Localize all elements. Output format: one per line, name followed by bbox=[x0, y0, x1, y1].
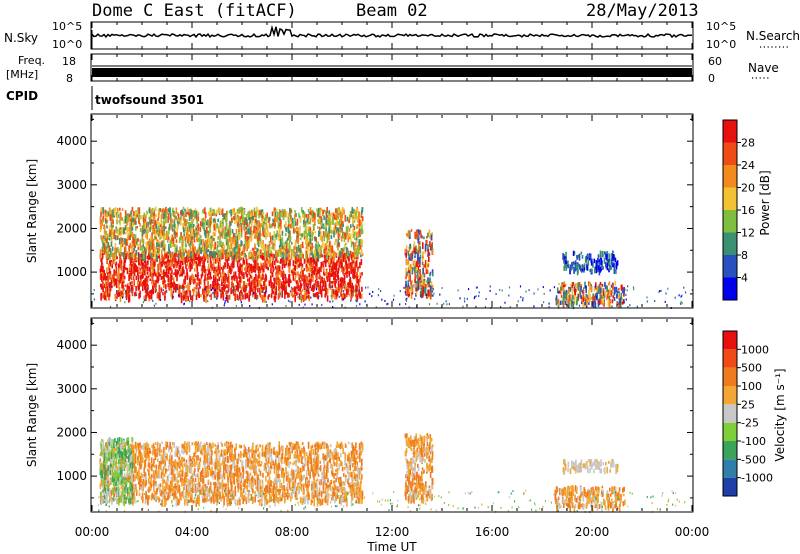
velocity-scatter bbox=[97, 433, 686, 513]
data-region bbox=[404, 433, 434, 504]
colorbar-tick-label: 20 bbox=[741, 182, 755, 195]
y-tick-label: 2000 bbox=[56, 221, 87, 235]
colorbar-segment bbox=[723, 142, 737, 165]
power-y-axis: 1000 2000 3000 4000 bbox=[56, 118, 693, 295]
x-tick-label: 00:00 bbox=[675, 525, 710, 539]
colorbar-segment bbox=[723, 386, 737, 405]
power-scatter bbox=[93, 206, 693, 310]
colorbar-tick-label: 1000 bbox=[741, 343, 769, 356]
colorbar-tick-label: -500 bbox=[741, 453, 766, 466]
colorbar-segment bbox=[723, 232, 737, 255]
colorbar-segment bbox=[723, 422, 737, 441]
freq-unit-label: [MHz] bbox=[6, 68, 38, 81]
date-title: 28/May/2013 bbox=[586, 1, 699, 21]
power-y-label: Slant Range [km] bbox=[25, 159, 39, 263]
data-region bbox=[554, 485, 626, 513]
station-title: Dome C East (fitACF) bbox=[92, 1, 297, 21]
data-region bbox=[562, 458, 619, 475]
data-region bbox=[562, 250, 619, 276]
colorbar-tick-label: -25 bbox=[741, 417, 759, 430]
colorbar-segment bbox=[723, 120, 737, 143]
nsky-tick-hi-left: 10^5 bbox=[52, 20, 82, 33]
data-region bbox=[99, 436, 134, 507]
colorbar-tick-label: -1000 bbox=[741, 472, 773, 485]
time-x-axis: 00:00 04:00 08:00 12:00 16:00 20:00 00:00 bbox=[75, 22, 710, 539]
x-tick-label: 04:00 bbox=[175, 525, 210, 539]
cpid-label: CPID bbox=[6, 89, 38, 103]
freq-trace-band bbox=[92, 68, 692, 77]
power-colorbar: 4 8 12 16 20 24 28 bbox=[722, 119, 755, 301]
y-tick-label: 2000 bbox=[56, 425, 87, 439]
nsky-line bbox=[91, 24, 693, 39]
velocity-panel-frame bbox=[90, 317, 694, 513]
x-tick-label: 08:00 bbox=[275, 525, 310, 539]
nave-label: Nave bbox=[748, 61, 779, 75]
colorbar-segment bbox=[723, 477, 737, 496]
x-tick-label: 16:00 bbox=[475, 525, 510, 539]
power-colorbar-label: Power [dB] bbox=[758, 170, 772, 235]
nsky-tick-lo-right: 10^0 bbox=[706, 38, 736, 51]
nsky-label: N.Sky bbox=[4, 31, 38, 45]
colorbar-tick-label: 4 bbox=[741, 272, 748, 285]
y-tick-label: 1000 bbox=[56, 469, 87, 483]
cpid-text: twofsound 3501 bbox=[95, 93, 204, 107]
x-axis-label: Time UT bbox=[366, 540, 417, 554]
nsearch-label: N.Search bbox=[746, 29, 800, 43]
beam-title: Beam 02 bbox=[356, 1, 428, 21]
data-region bbox=[404, 229, 434, 300]
colorbar-tick-label: 28 bbox=[741, 137, 755, 150]
colorbar-tick-label: 24 bbox=[741, 159, 755, 172]
colorbar-segment bbox=[723, 367, 737, 386]
x-tick-label: 12:00 bbox=[375, 525, 410, 539]
y-tick-label: 4000 bbox=[56, 134, 87, 148]
data-region bbox=[555, 280, 625, 310]
nsky-tick-hi-right: 10^5 bbox=[706, 20, 736, 33]
colorbar-tick-label: 100 bbox=[741, 380, 762, 393]
colorbar-tick-label: 12 bbox=[741, 227, 755, 240]
colorbar-segment bbox=[723, 331, 737, 350]
colorbar-segment bbox=[723, 255, 737, 278]
data-region bbox=[99, 441, 364, 508]
freq-tick-lo: 8 bbox=[66, 72, 73, 85]
y-tick-label: 3000 bbox=[56, 178, 87, 192]
sparse-echoes bbox=[97, 489, 686, 513]
colorbar-segment bbox=[723, 349, 737, 368]
velocity-colorbar: 1000 500 100 25 -25 -100 -500 -1000 bbox=[722, 330, 773, 497]
velocity-y-label: Slant Range [km] bbox=[25, 363, 39, 467]
freq-tick-hi: 18 bbox=[62, 55, 76, 68]
colorbar-tick-label: -100 bbox=[741, 435, 766, 448]
y-tick-label: 1000 bbox=[56, 265, 87, 279]
colorbar-segment bbox=[723, 165, 737, 188]
colorbar-tick-label: 500 bbox=[741, 362, 762, 375]
colorbar-segment bbox=[723, 404, 737, 423]
colorbar-tick-label: 16 bbox=[741, 204, 755, 217]
colorbar-segment bbox=[723, 277, 737, 300]
velocity-y-axis: 1000 2000 3000 4000 bbox=[56, 322, 693, 499]
colorbar-tick-label: 25 bbox=[741, 398, 755, 411]
nave-tick-lo: 0 bbox=[708, 72, 715, 85]
data-region bbox=[99, 206, 364, 262]
nsky-tick-lo-left: 10^0 bbox=[52, 38, 82, 51]
x-tick-label: 20:00 bbox=[575, 525, 610, 539]
power-panel-frame bbox=[90, 113, 694, 309]
colorbar-segment bbox=[723, 210, 737, 233]
colorbar-segment bbox=[723, 187, 737, 210]
y-tick-label: 3000 bbox=[56, 382, 87, 396]
x-tick-label: 00:00 bbox=[75, 525, 110, 539]
nave-tick-hi: 60 bbox=[708, 55, 722, 68]
colorbar-tick-label: 8 bbox=[741, 249, 748, 262]
colorbar-frame bbox=[722, 330, 738, 497]
colorbar-segment bbox=[723, 459, 737, 478]
freq-label: Freq. bbox=[18, 54, 45, 67]
velocity-colorbar-label: Velocity [m s⁻¹] bbox=[773, 368, 787, 461]
colorbar-segment bbox=[723, 441, 737, 460]
y-tick-label: 4000 bbox=[56, 338, 87, 352]
